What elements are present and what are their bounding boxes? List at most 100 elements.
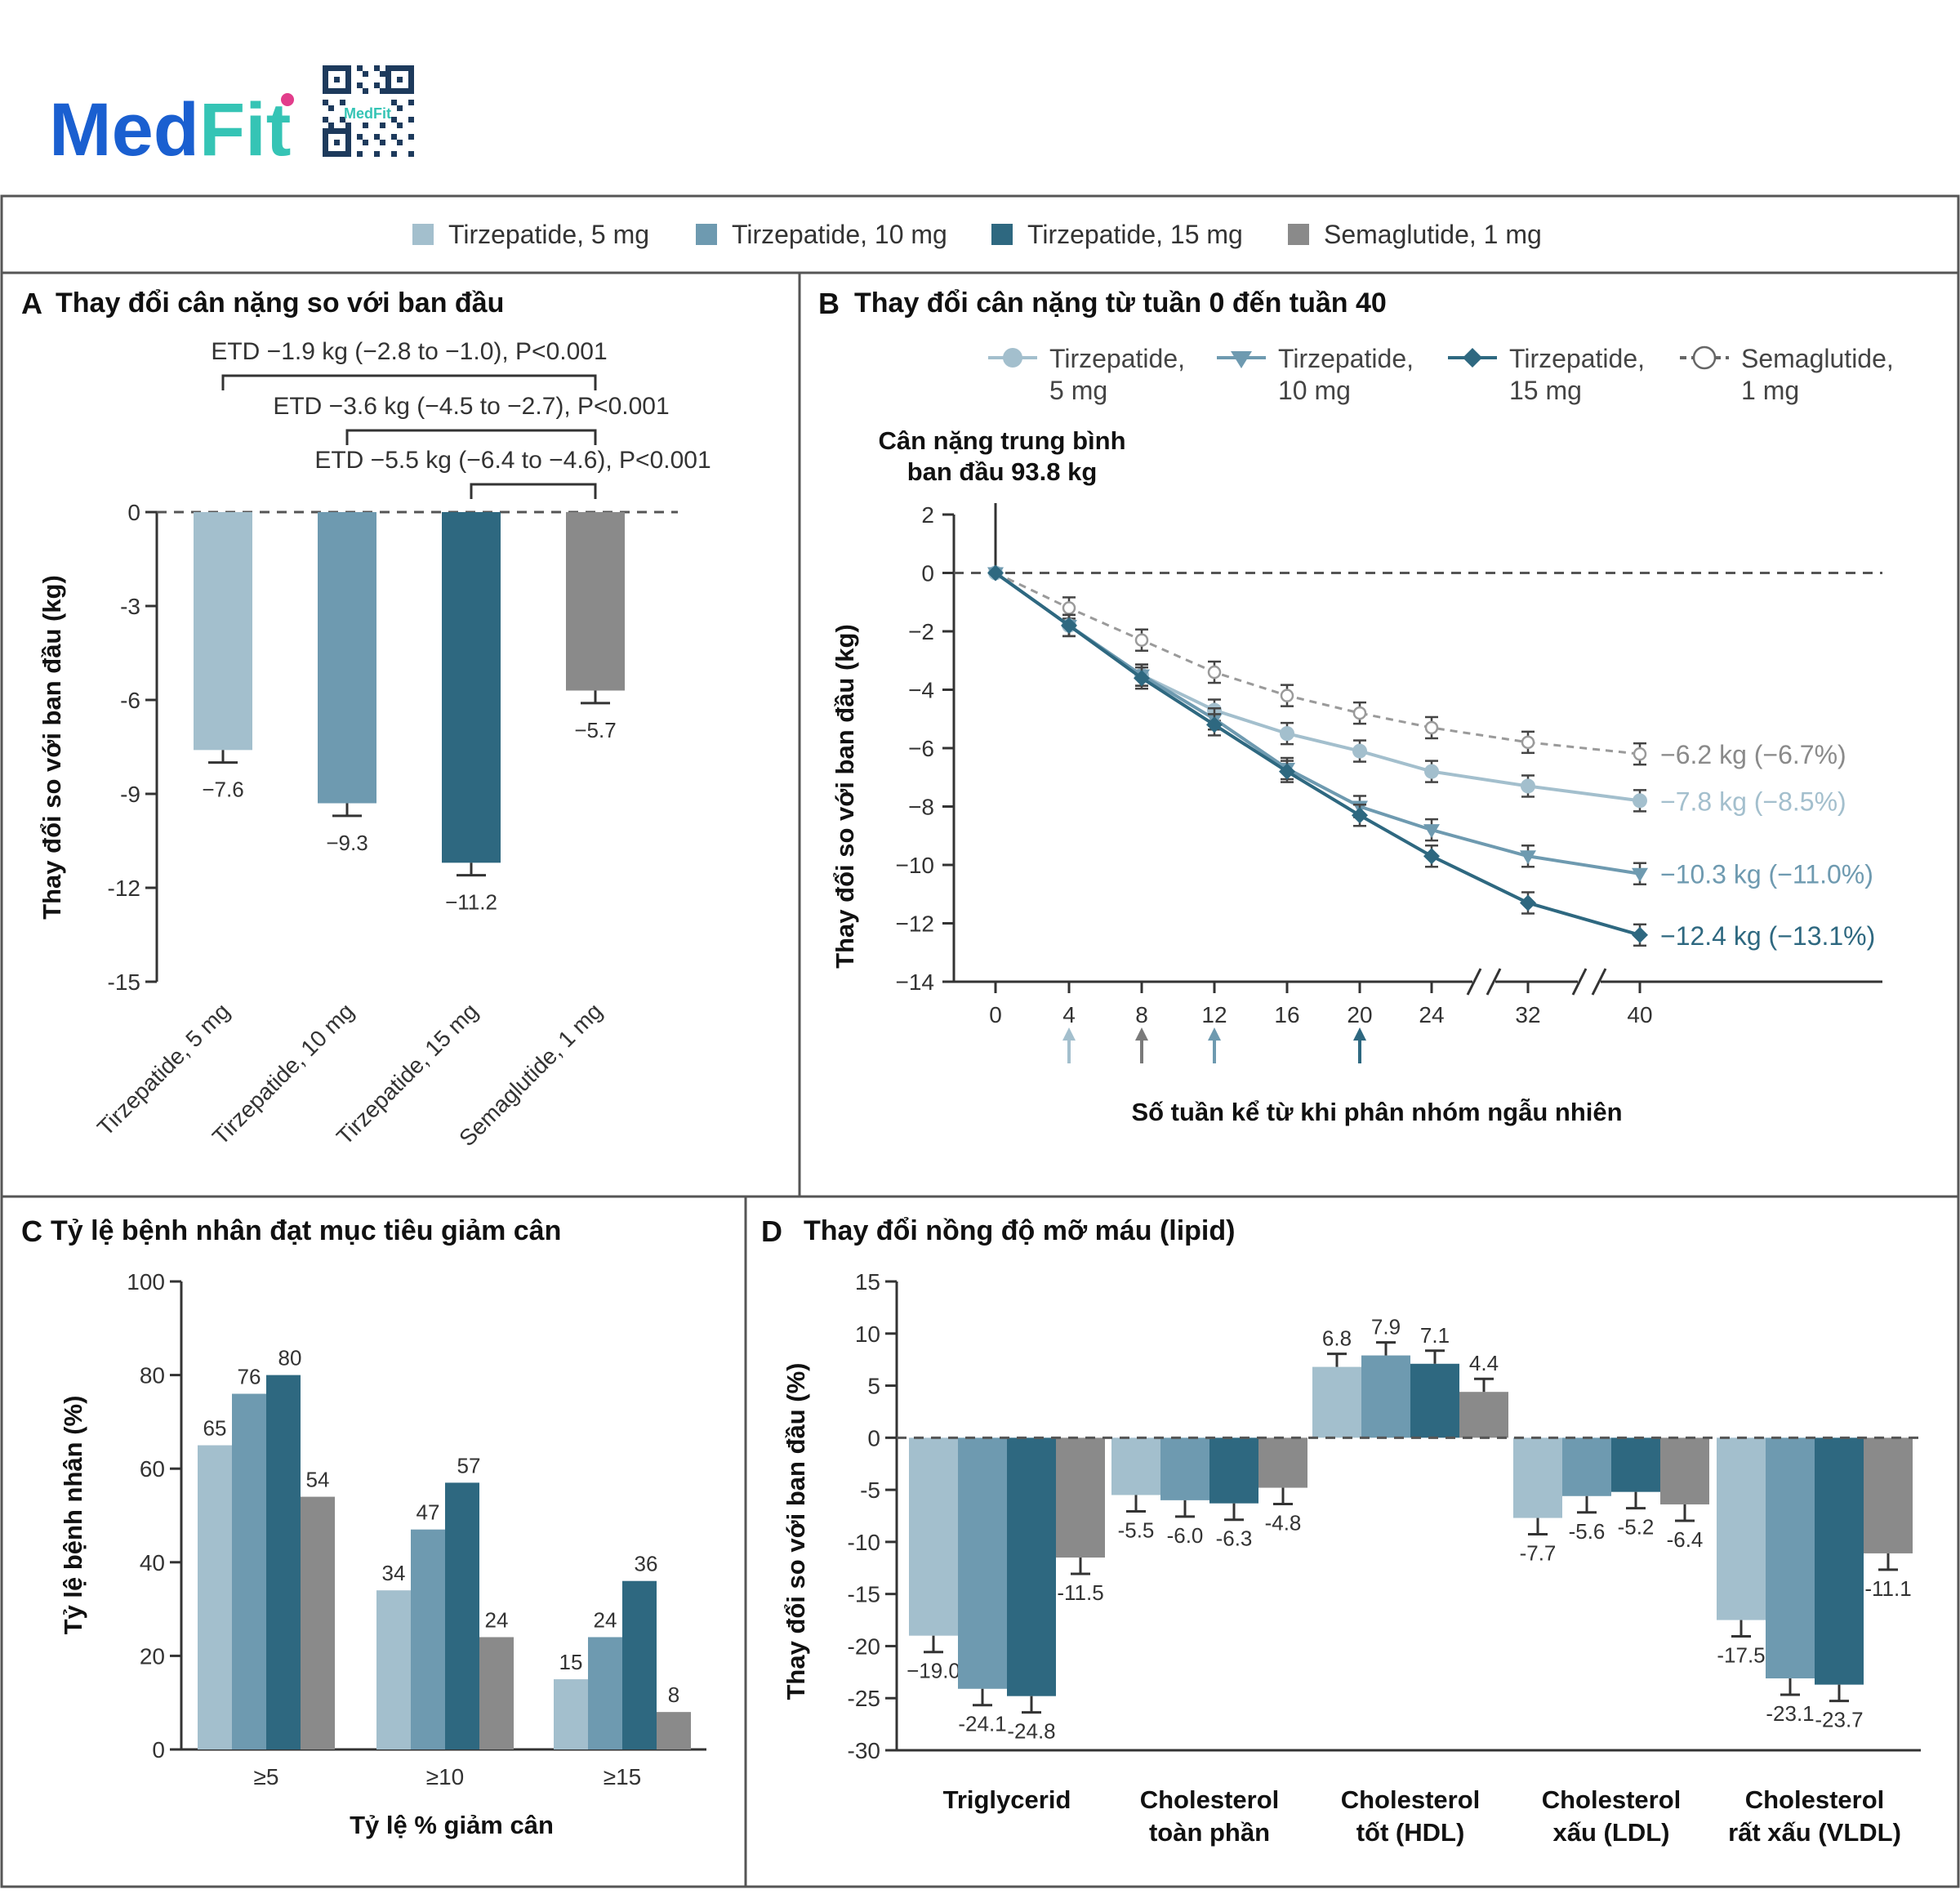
panel-a-letter: A — [21, 287, 42, 320]
panel-d-bar-t15 — [1611, 1437, 1660, 1492]
panel-c-bar-sema — [479, 1637, 514, 1749]
qr-cell — [323, 134, 328, 140]
qr-cell — [345, 128, 351, 134]
qr-cell — [397, 140, 403, 145]
panel-d-y-tick-label: 0 — [867, 1425, 880, 1451]
qr-cell — [328, 123, 334, 128]
panel-d-data-label: -4.8 — [1265, 1511, 1302, 1535]
panel-c-bar-t15 — [622, 1580, 657, 1749]
panel-b-end-label-t5: −7.8 kg (−8.5%) — [1660, 787, 1846, 816]
qr-cell — [345, 77, 351, 82]
panel-c-x-axis-label: Tỷ lệ % giảm cân — [350, 1811, 554, 1839]
panel-a-bar-t5 — [194, 512, 252, 751]
panel-d-data-label: -5.2 — [1618, 1515, 1655, 1540]
qr-cell — [323, 145, 328, 151]
panel-d-bar-sema — [1864, 1437, 1913, 1553]
panel-a-y-tick-label: -6 — [120, 688, 140, 713]
panel-b-legend-marker-t15 — [1463, 348, 1482, 368]
qr-cell — [357, 65, 363, 71]
panel-d-data-label: −19.0 — [906, 1659, 960, 1683]
panel-b-y-tick-label: −6 — [908, 736, 934, 761]
panel-d-bar-t10 — [1562, 1437, 1611, 1496]
panel-b-point-t15 — [1206, 716, 1223, 733]
qr-cell — [397, 105, 403, 111]
panel-b-end-label-t15: −12.4 kg (−13.1%) — [1660, 921, 1875, 951]
panel-d-bar-t10 — [1361, 1355, 1410, 1438]
panel-d-data-label: -24.1 — [958, 1712, 1006, 1736]
qr-cell — [385, 77, 391, 82]
logo-leaf-icon — [281, 93, 294, 106]
panel-b-x-tick-label: 16 — [1274, 1002, 1299, 1027]
logo-text: MedFit — [49, 88, 291, 172]
panel-b-baseline-note: ban đầu 93.8 kg — [907, 457, 1098, 486]
panel-c-bar-t15 — [266, 1375, 301, 1749]
panel-b-axis-break-gap — [1472, 965, 1495, 998]
panel-d-data-label: 6.8 — [1322, 1326, 1352, 1351]
qr-cell — [340, 65, 345, 71]
panel-a-y-tick-label: -12 — [108, 876, 140, 901]
qr-cell — [363, 88, 368, 94]
panel-c-y-tick-label: 100 — [127, 1269, 165, 1295]
panel-d-letter: D — [761, 1214, 782, 1248]
qr-cell — [323, 77, 328, 82]
legend-label-sema: Semaglutide, 1 mg — [1324, 220, 1542, 249]
panel-b-end-label-t10: −10.3 kg (−11.0%) — [1660, 860, 1873, 889]
panel-b-y-tick-label: 2 — [921, 502, 934, 528]
panel-d-data-label: 7.9 — [1371, 1315, 1401, 1339]
panel-b-y-tick-label: −4 — [908, 678, 934, 703]
panel-b-axis-break-mark — [1591, 968, 1607, 996]
panel-a-bar-sema — [566, 512, 625, 691]
panel-b-axis-break-gap — [1578, 965, 1601, 998]
qr-cell — [345, 140, 351, 145]
panel-a-comparison-bracket — [345, 429, 597, 445]
panel-b-y-tick-label: −8 — [908, 795, 934, 820]
qr-cell — [340, 88, 345, 94]
panel-a: A Thay đổi cân nặng so với ban đầu 0 -3 -6… — [21, 287, 711, 1151]
panel-b-point-t15 — [1061, 617, 1077, 634]
panel-b-point-t15 — [1279, 763, 1295, 780]
panel-d-bar-t5 — [1513, 1437, 1562, 1518]
qr-cell — [397, 123, 403, 128]
panel-d-category-label: Cholesterol — [1341, 1785, 1481, 1814]
qr-cell — [328, 88, 334, 94]
panel-b-point-sema — [1207, 665, 1222, 680]
panel-b-x-tick-label: 20 — [1347, 1002, 1372, 1027]
panel-d-data-label: -23.1 — [1766, 1701, 1814, 1726]
panel-c-bar-t5 — [198, 1445, 232, 1749]
qr-cell — [323, 71, 328, 77]
panel-b-arrow-head — [1208, 1027, 1221, 1041]
panel-frames — [0, 194, 1960, 1888]
panel-c-bar-t10 — [411, 1529, 445, 1749]
qr-cell — [340, 128, 345, 134]
panel-b-line-t15 — [994, 571, 1641, 937]
qr-cell — [391, 134, 397, 140]
figure-legend: Tirzepatide, 5 mg Tirzepatide, 10 mg Tirze… — [412, 220, 1542, 249]
qr-cell — [328, 128, 334, 134]
qr-cell — [323, 100, 328, 105]
qr-cell — [397, 77, 403, 82]
panel-b-point-sema — [1134, 633, 1149, 647]
legend-label-t15: Tirzepatide, 15 mg — [1027, 220, 1243, 249]
panel-d-bar-sema — [1459, 1392, 1508, 1438]
panel-a-data-label: −7.6 — [202, 778, 243, 802]
panel-b-legend-label-t15: 15 mg — [1509, 376, 1582, 405]
panel-b-y-tick-label: −2 — [908, 619, 934, 644]
panel-b-point-t15 — [1632, 926, 1648, 943]
panel-d-data-label: -11.5 — [1057, 1580, 1103, 1605]
panel-b-point-t5 — [1424, 764, 1439, 779]
panel-b: B Thay đổi cân nặng từ tuần 0 đến tuần 4… — [818, 287, 1894, 1126]
qr-cell — [385, 88, 391, 94]
panel-c-category-label: ≥10 — [426, 1764, 465, 1789]
panel-b-baseline-note: Cân nặng trung bình — [878, 426, 1125, 455]
panel-b-point-t15 — [1423, 848, 1440, 865]
panel-b-y-tick-label: −12 — [896, 911, 935, 937]
panel-c-y-tick-label: 40 — [140, 1550, 165, 1575]
panel-d-y-tick-label: -30 — [848, 1738, 880, 1763]
panel-b-point-t5 — [1352, 743, 1367, 759]
panel-d-bar-t10 — [1766, 1437, 1815, 1678]
panel-b-point-t10 — [1520, 850, 1536, 865]
qr-cell — [408, 82, 414, 88]
qr-cell — [385, 71, 391, 77]
panel-b-arrow-head — [1062, 1027, 1076, 1041]
panel-d-category-label: tốt (HDL) — [1356, 1818, 1465, 1847]
